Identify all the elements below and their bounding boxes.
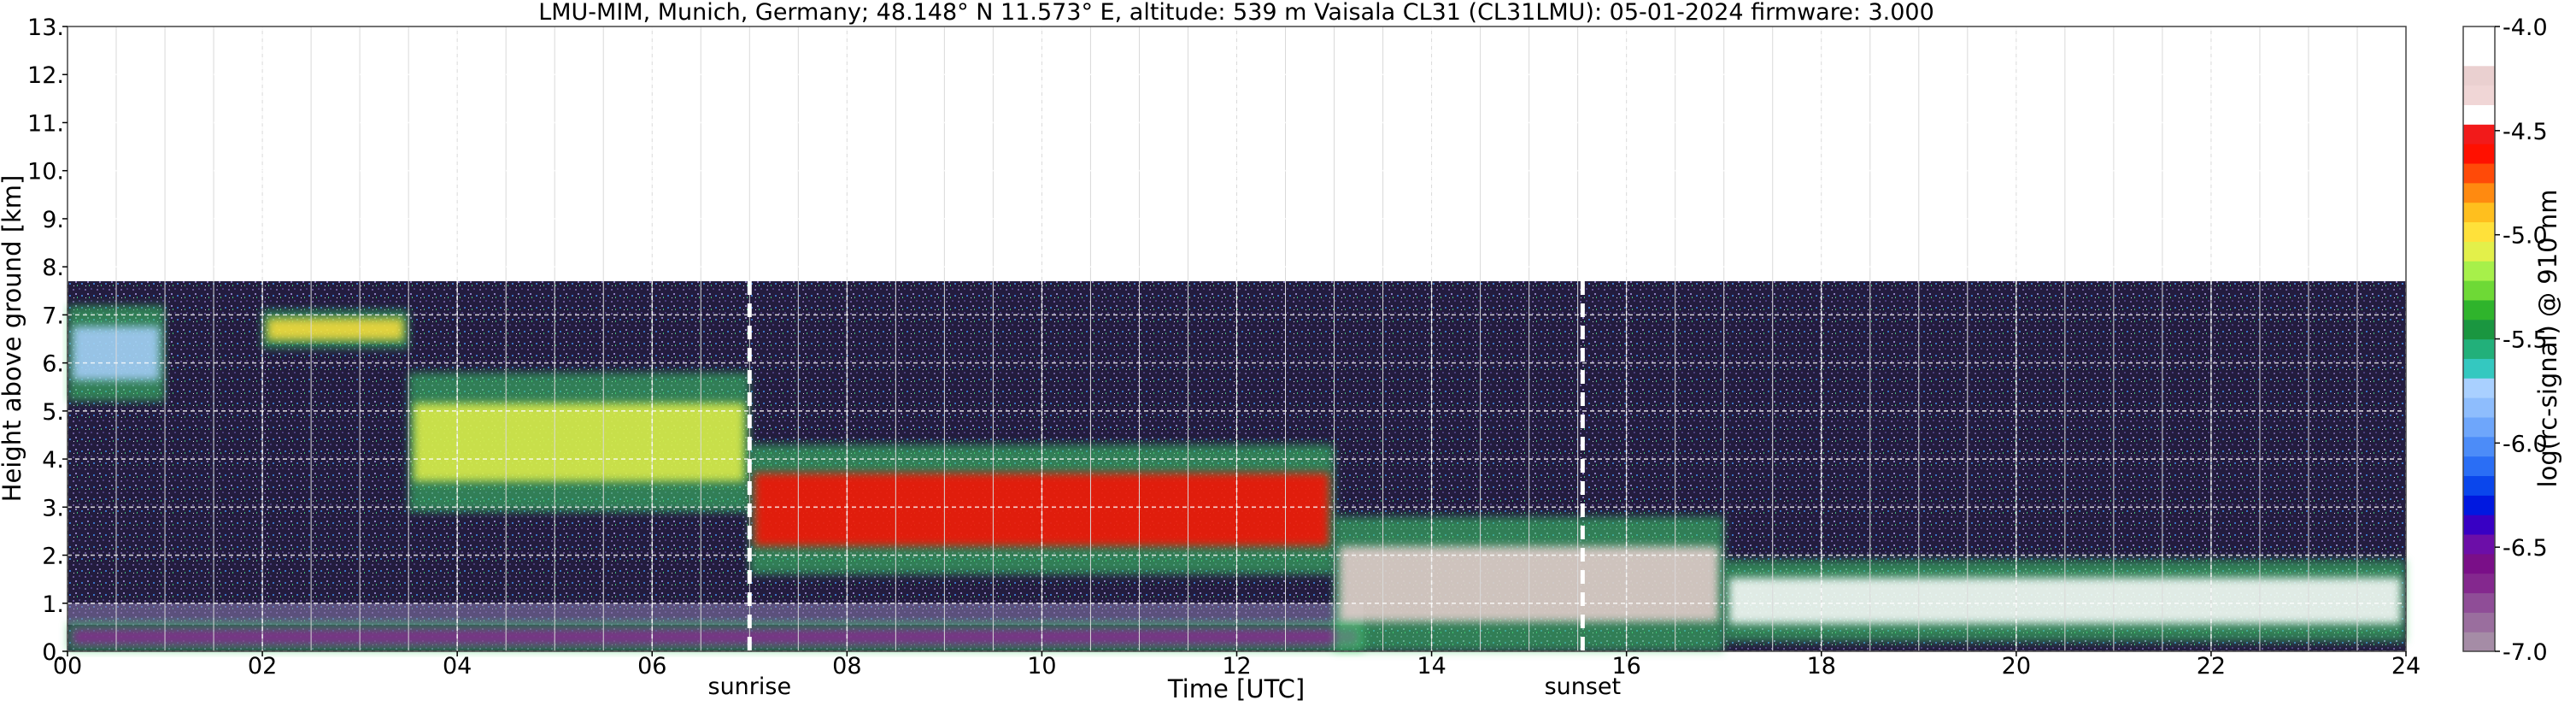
x-axis-label: Time [UTC] (1167, 674, 1305, 703)
colorbar-segment (2463, 592, 2495, 613)
colorbar-segment (2463, 26, 2495, 47)
colorbar-segment (2463, 515, 2495, 535)
y-tick-label: 7. (42, 303, 64, 329)
colorbar-tick-label: -5.0 (2503, 223, 2548, 250)
y-tick-label: 8. (42, 255, 64, 281)
colorbar-segment (2463, 475, 2495, 496)
colorbar-tick-label: -6.0 (2503, 431, 2548, 457)
colorbar-segment (2463, 338, 2495, 359)
layer-core (414, 403, 745, 482)
colorbar-segment (2463, 397, 2495, 418)
colorbar-segment (2463, 632, 2495, 652)
colorbar-segment (2463, 162, 2495, 184)
colorbar-tick-label: -4.0 (2503, 15, 2548, 41)
colorbar-label: log(rc-signal) @ 910 nm (2533, 190, 2562, 488)
annotation-label: sunset (1545, 674, 1622, 700)
colorbar-segment (2463, 279, 2495, 301)
colorbar-segment (2463, 612, 2495, 632)
layer-core (267, 318, 404, 340)
colorbar-segment (2463, 221, 2495, 242)
y-tick-label: 2. (42, 544, 64, 570)
y-tick-label: 6. (42, 351, 64, 378)
x-tick-label: 24 (2391, 653, 2421, 680)
speckle-band (67, 603, 1364, 626)
y-tick-label: 12. (27, 62, 64, 89)
x-tick-label: 14 (1417, 653, 1446, 680)
colorbar-segment (2463, 553, 2495, 574)
colorbar: -4.0 -4.5 -5.0 -5.5 -6.0 -6.5 -7.0 (2462, 15, 2548, 666)
colorbar-tick-label: -4.5 (2503, 119, 2548, 145)
x-tick-label: 06 (637, 653, 666, 680)
y-axis-label: Height above ground [km] (0, 175, 26, 503)
colorbar-segment (2463, 124, 2495, 144)
x-tick-label: 02 (248, 653, 277, 680)
x-tick-label: 12 (1222, 653, 1251, 680)
y-tick-label: 0. (42, 639, 64, 666)
colorbar-segment (2463, 182, 2495, 203)
x-tick-label: 20 (2002, 653, 2031, 680)
y-tick-label: 5. (42, 399, 64, 426)
x-tick-label: 10 (1027, 653, 1056, 680)
colorbar-tick-label: -6.5 (2503, 535, 2548, 562)
colorbar-tick-label: -5.5 (2503, 327, 2548, 354)
colorbar-segment (2463, 378, 2495, 398)
colorbar-segment (2463, 65, 2495, 86)
colorbar-segment (2463, 573, 2495, 594)
colorbar-segment (2463, 104, 2495, 125)
colorbar-segment (2463, 241, 2495, 262)
colorbar-segment (2463, 144, 2495, 164)
x-tick-label: 08 (832, 653, 861, 680)
x-tick-label: 00 (53, 653, 82, 680)
cloud-layer (67, 622, 1364, 651)
x-tick-label: 04 (443, 653, 472, 680)
cloud-layer (408, 372, 750, 512)
x-tick-label: 16 (1611, 653, 1640, 680)
cloud-layer (262, 309, 409, 349)
y-tick-label: 3. (42, 495, 64, 521)
colorbar-segment (2463, 319, 2495, 340)
colorbar-segment (2463, 456, 2495, 477)
colorbar-segment (2463, 85, 2495, 105)
colorbar-segment (2463, 358, 2495, 379)
layer-core (73, 628, 1358, 645)
chart-title: LMU-MIM, Munich, Germany; 48.148° N 11.5… (538, 0, 1934, 26)
colorbar-segment (2463, 45, 2495, 67)
x-axis-ticks: 00 02 04 06 08 10 12 14 16 18 20 22 24 (53, 651, 2421, 680)
y-tick-label: 4. (42, 447, 64, 474)
y-tick-label: 1. (42, 591, 64, 618)
colorbar-segment (2463, 495, 2495, 515)
colorbar-segment (2463, 202, 2495, 223)
y-axis-ticks: 0. 1. 2. 3. 4. 5. 6. 7. 8. 9. 10. 11. 12. 13. (27, 15, 67, 666)
y-tick-label: 10. (27, 159, 64, 185)
colorbar-segment (2463, 533, 2495, 555)
colorbar-segment (2463, 436, 2495, 457)
colorbar-segment (2463, 416, 2495, 438)
y-tick-label: 13. (27, 15, 64, 41)
colorbar-segment (2463, 261, 2495, 281)
y-tick-label: 11. (27, 110, 64, 137)
annotations: sunrise sunset (708, 281, 1622, 700)
colorbar-segment (2463, 299, 2495, 321)
x-tick-label: 18 (1807, 653, 1836, 680)
annotation-label: sunrise (708, 674, 792, 700)
colorbar-tick-label: -7.0 (2503, 639, 2548, 666)
y-tick-label: 9. (42, 207, 64, 233)
x-tick-label: 22 (2197, 653, 2226, 680)
